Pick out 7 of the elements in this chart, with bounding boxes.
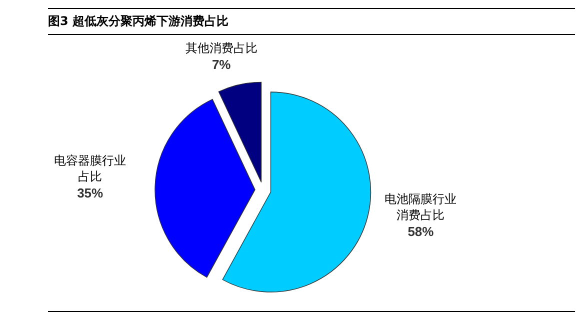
data-label: 7% <box>212 57 232 72</box>
data-label: 35% <box>77 186 104 201</box>
chart-title: 图3 超低灰分聚丙烯下游消费占比 <box>48 8 575 34</box>
slice-label: 电容器膜行业占比 <box>54 154 126 184</box>
slice-label: 其他消费占比 <box>185 41 258 56</box>
data-label: 58% <box>408 224 434 239</box>
slice-label: 电池隔膜行业消费占比 <box>384 192 457 222</box>
